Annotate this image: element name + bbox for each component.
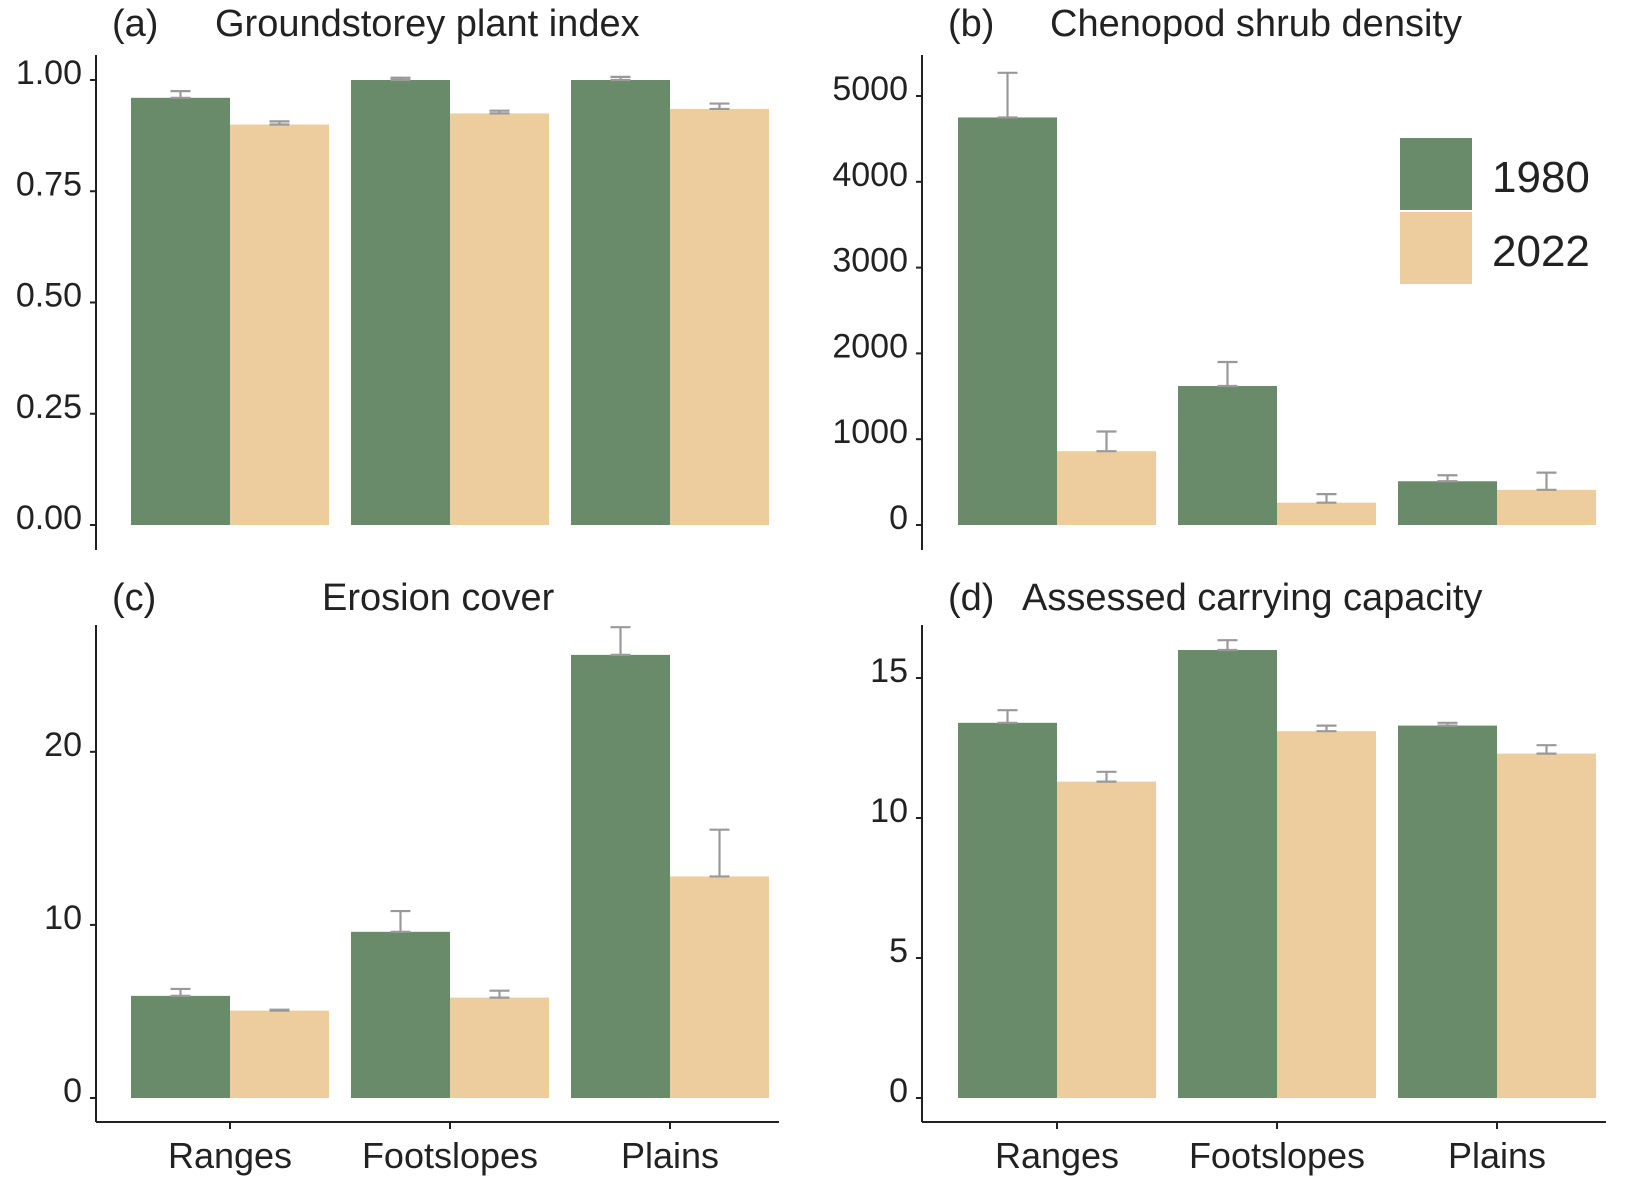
y-tick-label: 10 <box>870 792 908 830</box>
bar-1980-plains <box>571 80 670 525</box>
bar-1980-footslopes <box>1178 386 1277 525</box>
error-bar-2022-ranges <box>1096 770 1117 783</box>
bar-2022-plains <box>670 108 769 526</box>
y-tick-label: 4000 <box>832 156 908 194</box>
y-tick-label: 5 <box>889 932 908 970</box>
panel-label: (d) <box>948 577 994 619</box>
bar-1980-ranges <box>131 97 230 526</box>
bar-1980-ranges <box>958 117 1057 525</box>
error-bar-1980-plains <box>1437 474 1458 483</box>
y-tick-label: 0.00 <box>16 499 82 537</box>
y-tick-label: 1.00 <box>16 54 82 92</box>
bar-2022-plains <box>1497 753 1596 1098</box>
error-bar-1980-plains <box>610 626 631 656</box>
y-tick-label: 3000 <box>832 242 908 280</box>
bar-1980-plains <box>1398 481 1497 525</box>
chart-title: Groundstorey plant index <box>215 3 640 45</box>
panel-d-assessed-carrying-capacity: (d) Assessed carrying capacity 0 5 10 15 Ran… <box>870 577 1606 1176</box>
error-bar-2022-footslopes <box>489 109 510 115</box>
bar-2022-footslopes <box>450 113 549 525</box>
error-bar-2022-plains <box>1536 744 1557 755</box>
bar-1980-footslopes <box>1178 650 1277 1098</box>
y-tick-label: 2000 <box>832 327 908 365</box>
error-bar-2022-plains <box>709 828 730 878</box>
panel-label: (c) <box>112 577 156 619</box>
y-tick-label: 0.75 <box>16 165 82 203</box>
bar-2022-footslopes <box>450 997 549 1098</box>
x-tick-label-plains: Plains <box>1448 1135 1546 1176</box>
error-bar-2022-ranges <box>269 1008 290 1012</box>
bar-2022-plains <box>1497 489 1596 525</box>
bar-1980-ranges <box>958 722 1057 1098</box>
panel-label: (b) <box>948 3 994 45</box>
error-bar-2022-footslopes <box>489 989 510 999</box>
chart-title: Assessed carrying capacity <box>1022 577 1482 619</box>
panel-label: (a) <box>112 3 158 45</box>
y-tick-label: 0.50 <box>16 277 82 315</box>
legend-label-1980: 1980 <box>1492 153 1590 202</box>
panel-a-groundstorey-plant-index: (a) Groundstorey plant index 0.00 0.25 0.5… <box>16 3 769 550</box>
y-tick-label: 20 <box>44 726 82 764</box>
error-bar-1980-footslopes <box>1217 639 1238 652</box>
error-bar-2022-footslopes <box>1316 493 1337 504</box>
bar-1980-footslopes <box>351 931 450 1098</box>
bar-1980-plains <box>1398 725 1497 1098</box>
panel-c-erosion-cover: (c) Erosion cover 0 10 20 Ranges Footslopes P… <box>44 577 779 1176</box>
x-tick-label-footslopes: Footslopes <box>1189 1135 1365 1176</box>
error-bar-1980-plains <box>610 75 631 82</box>
x-tick-label-ranges: Ranges <box>995 1135 1119 1176</box>
error-bar-1980-plains <box>1437 721 1458 727</box>
y-tick-label: 10 <box>44 899 82 937</box>
bar-2022-ranges <box>230 1010 329 1098</box>
error-bar-1980-ranges <box>170 987 191 997</box>
legend-label-2022: 2022 <box>1492 227 1590 276</box>
x-tick-label-ranges: Ranges <box>168 1135 292 1176</box>
error-bar-1980-footslopes <box>1217 360 1238 388</box>
y-tick-label: 0 <box>889 1072 908 1110</box>
bar-2022-footslopes <box>1277 502 1376 525</box>
bar-2022-footslopes <box>1277 731 1376 1098</box>
legend-swatch-2022 <box>1400 212 1472 284</box>
error-bar-2022-ranges <box>269 120 290 126</box>
bar-1980-ranges <box>131 995 230 1098</box>
y-tick-label: 0 <box>63 1072 82 1110</box>
error-bar-2022-plains <box>1536 471 1557 491</box>
error-bar-1980-footslopes <box>390 76 411 82</box>
bar-2022-ranges <box>1057 781 1156 1098</box>
y-tick-label: 5000 <box>832 70 908 108</box>
bar-2022-ranges <box>1057 451 1156 525</box>
y-tick-label: 1000 <box>832 413 908 451</box>
error-bar-2022-ranges <box>1096 430 1117 453</box>
error-bar-1980-footslopes <box>390 909 411 933</box>
y-tick-label: 15 <box>870 652 908 690</box>
error-bar-1980-ranges <box>170 90 191 99</box>
legend-swatch-1980 <box>1400 138 1472 210</box>
error-bar-1980-ranges <box>997 71 1018 119</box>
error-bar-2022-footslopes <box>1316 724 1337 733</box>
bar-2022-ranges <box>230 124 329 525</box>
bar-1980-footslopes <box>351 80 450 525</box>
error-bar-2022-plains <box>709 102 730 111</box>
bar-2022-plains <box>670 876 769 1098</box>
bar-1980-plains <box>571 654 670 1098</box>
y-tick-label: 0.25 <box>16 388 82 426</box>
y-tick-label: 0 <box>889 499 908 537</box>
legend: 1980 2022 <box>1400 138 1590 284</box>
error-bar-1980-ranges <box>997 709 1018 724</box>
panel-b-chenopod-shrub-density: (b) Chenopod shrub density 0 1000 2000 3000… <box>832 3 1596 550</box>
chart-title: Erosion cover <box>322 577 555 619</box>
chart-title: Chenopod shrub density <box>1050 3 1462 45</box>
x-tick-label-plains: Plains <box>621 1135 719 1176</box>
x-tick-label-footslopes: Footslopes <box>362 1135 538 1176</box>
